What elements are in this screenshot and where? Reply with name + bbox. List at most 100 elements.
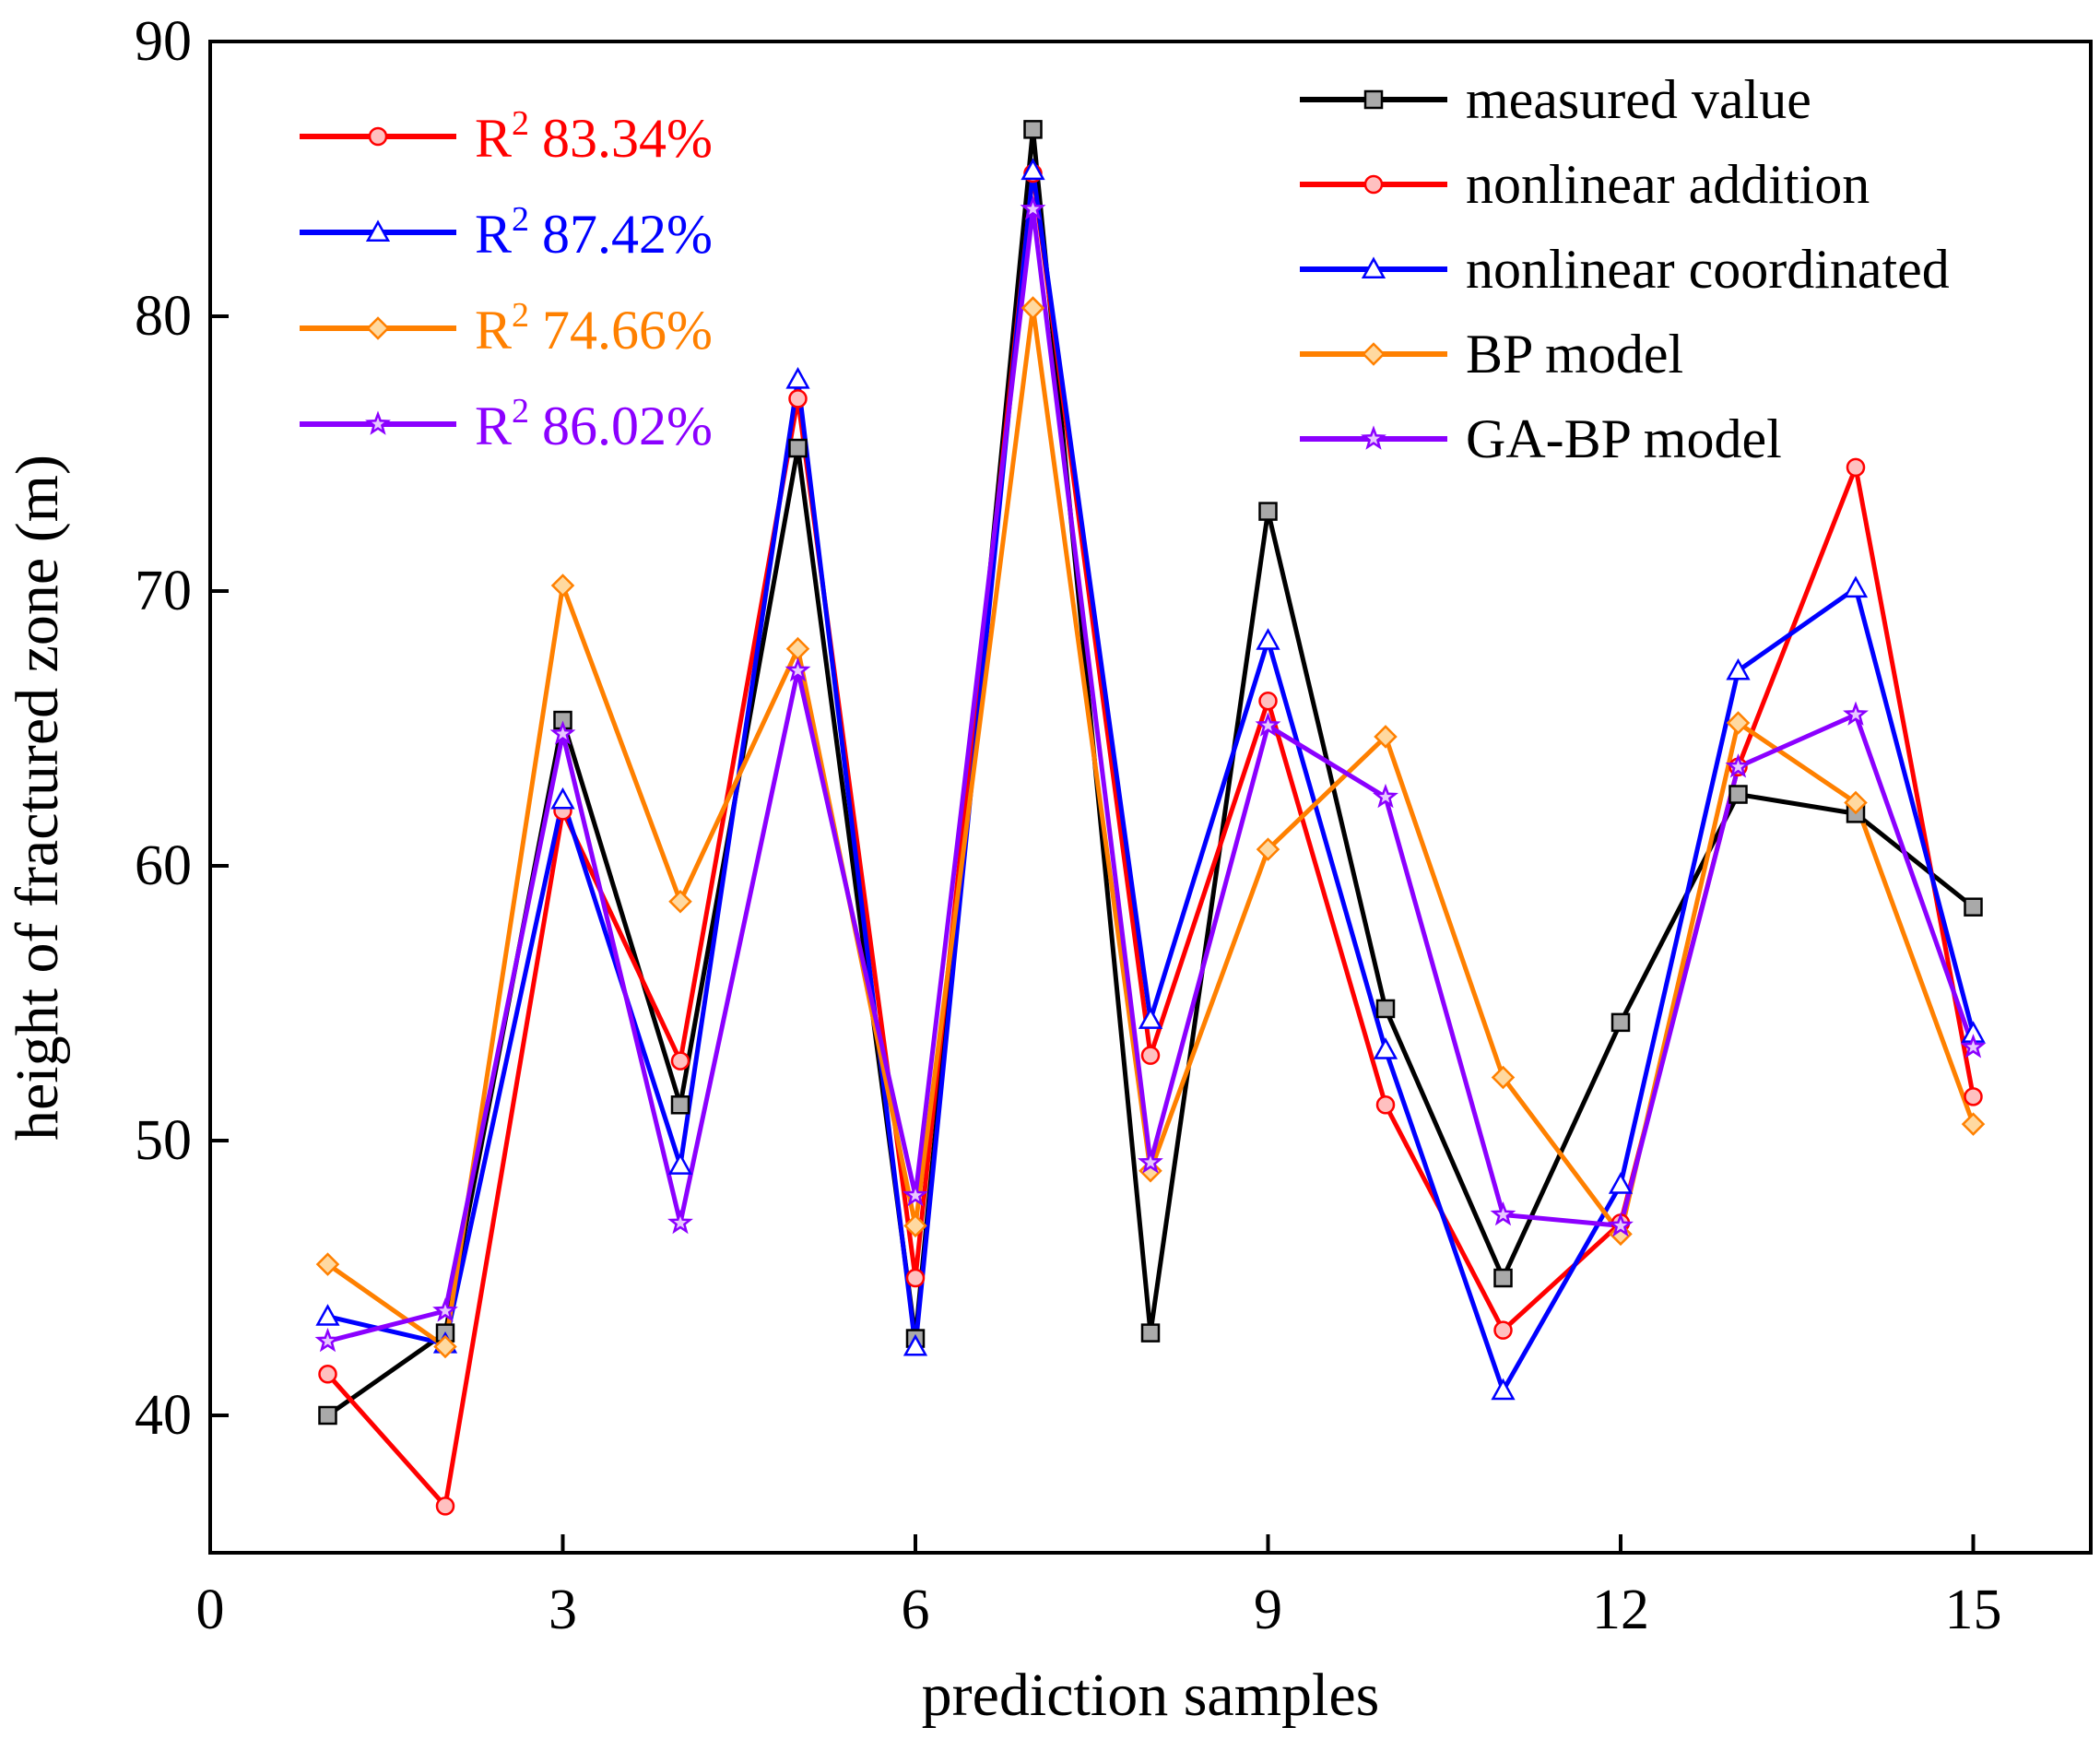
x-tick-label-12: 12 xyxy=(1592,1579,1649,1641)
legend-marker-3 xyxy=(1362,342,1386,366)
series-3-point-9 xyxy=(1256,837,1280,861)
r2-label-2: R2 74.66% xyxy=(475,296,713,361)
r2-annotations: R2 83.34% R2 87.42% R2 74.66% R2 86.02% xyxy=(300,104,713,456)
series-4-point-7 xyxy=(1020,195,1046,220)
series-0-point-9 xyxy=(1258,502,1278,521)
series-2-point-1 xyxy=(315,1304,340,1326)
series-2-point-6 xyxy=(903,1333,928,1356)
legend-marker-4 xyxy=(1361,425,1386,450)
r2-label-0: R2 83.34% xyxy=(475,104,713,169)
series-4-point-15 xyxy=(1960,1034,1987,1059)
series-4-point-1 xyxy=(314,1327,341,1353)
series-4-point-3 xyxy=(549,720,576,745)
series-4-point-8 xyxy=(1138,1149,1163,1174)
y-tick-label-90: 90 xyxy=(135,10,192,73)
legend-label-1: nonlinear addition xyxy=(1466,154,1870,215)
series-1-point-2 xyxy=(435,1497,455,1516)
x-tick-label-3: 3 xyxy=(549,1579,577,1641)
series-3-point-15 xyxy=(1961,1112,1986,1136)
series-2-point-4 xyxy=(667,1153,693,1175)
series-1-point-1 xyxy=(318,1365,337,1384)
series-2-point-14 xyxy=(1843,575,1869,598)
y-axis-ticks: 40 50 60 70 80 90 xyxy=(135,10,229,1447)
r2-marker-2 xyxy=(366,316,390,340)
series-2-point-5 xyxy=(785,366,810,389)
y-tick-label-70: 70 xyxy=(135,560,192,622)
legend: measured value nonlinear addition nonlinea… xyxy=(1300,69,1950,469)
x-tick-label-6: 6 xyxy=(902,1579,930,1641)
series-3-point-3 xyxy=(550,574,575,597)
series-4-point-6 xyxy=(903,1181,928,1207)
series-2-point-11 xyxy=(1491,1378,1516,1401)
series-3-point-2 xyxy=(433,1334,457,1359)
series-2-point-10 xyxy=(1373,1037,1398,1059)
y-tick-label-60: 60 xyxy=(135,834,192,897)
series-0-point-5 xyxy=(788,438,808,458)
x-tick-label-15: 15 xyxy=(1945,1579,2002,1641)
series-1-point-4 xyxy=(670,1051,690,1071)
series-1-point-15 xyxy=(1964,1087,1983,1106)
series-1-point-14 xyxy=(1846,457,1866,478)
y-tick-label-80: 80 xyxy=(135,285,192,348)
series-2-point-3 xyxy=(550,787,575,810)
series-4-point-9 xyxy=(1255,712,1281,737)
series-0-point-10 xyxy=(1375,999,1396,1019)
legend-marker-1 xyxy=(1363,174,1384,195)
series-4-point-12 xyxy=(1608,1212,1634,1237)
series-0-point-13 xyxy=(1728,785,1748,804)
legend-label-3: BP model xyxy=(1466,324,1683,385)
series-2-point-9 xyxy=(1256,628,1280,650)
r2-label-3: R2 86.02% xyxy=(475,392,713,456)
series-3-point-6 xyxy=(903,1213,927,1238)
series-0-point-8 xyxy=(1140,1323,1161,1343)
series-0-point-15 xyxy=(1964,897,1983,917)
r2-marker-3 xyxy=(365,410,391,435)
series-2-point-7 xyxy=(1021,158,1045,181)
series-0-point-4 xyxy=(670,1095,690,1115)
series-4-point-11 xyxy=(1490,1201,1516,1226)
x-axis-title: prediction samples xyxy=(922,1662,1380,1729)
r2-marker-0 xyxy=(368,126,388,147)
series-1-point-10 xyxy=(1375,1095,1396,1115)
legend-marker-2 xyxy=(1361,256,1386,279)
legend-label-0: measured value xyxy=(1466,69,1811,130)
x-axis-ticks: 0 3 6 9 12 15 xyxy=(196,1534,2002,1641)
series-3-point-7 xyxy=(1021,296,1045,320)
series-2-point-13 xyxy=(1726,657,1751,680)
series-4-point-2 xyxy=(432,1297,458,1322)
y-tick-label-50: 50 xyxy=(135,1109,192,1172)
series-2-point-8 xyxy=(1138,1007,1163,1029)
series-4-point-5 xyxy=(785,657,811,682)
series-3-point-4 xyxy=(668,889,692,914)
series-3-point-11 xyxy=(1491,1065,1516,1090)
legend-label-4: GA-BP model xyxy=(1466,408,1782,469)
x-tick-label-0: 0 xyxy=(196,1579,225,1641)
series-3-point-5 xyxy=(785,636,810,661)
plot-markers xyxy=(314,120,1987,1516)
series-2-point-12 xyxy=(1608,1172,1634,1194)
plot-frame xyxy=(208,40,2093,1555)
y-tick-label-40: 40 xyxy=(135,1384,192,1447)
series-0-point-7 xyxy=(1023,120,1043,139)
series-3-point-13 xyxy=(1726,711,1751,735)
series-3-point-1 xyxy=(315,1252,340,1276)
series-1-point-6 xyxy=(905,1268,926,1288)
series-1-point-11 xyxy=(1493,1320,1513,1340)
series-4-point-13 xyxy=(1725,753,1752,778)
legend-label-2: nonlinear coordinated xyxy=(1466,239,1950,300)
x-tick-label-9: 9 xyxy=(1254,1579,1282,1641)
r2-marker-1 xyxy=(365,219,391,243)
r2-label-1: R2 87.42% xyxy=(475,200,713,265)
legend-marker-0 xyxy=(1363,89,1384,110)
series-0-point-11 xyxy=(1493,1268,1513,1288)
series-0-point-1 xyxy=(318,1405,337,1426)
series-1-point-9 xyxy=(1258,691,1278,711)
series-0-point-12 xyxy=(1610,1012,1631,1033)
y-axis-title: height of fractured zone (m) xyxy=(4,455,71,1141)
series-1-point-8 xyxy=(1140,1046,1161,1065)
series-4-point-4 xyxy=(667,1209,693,1235)
series-1-point-5 xyxy=(788,389,808,408)
series-4-point-10 xyxy=(1373,783,1398,809)
series-3-point-10 xyxy=(1374,725,1398,749)
